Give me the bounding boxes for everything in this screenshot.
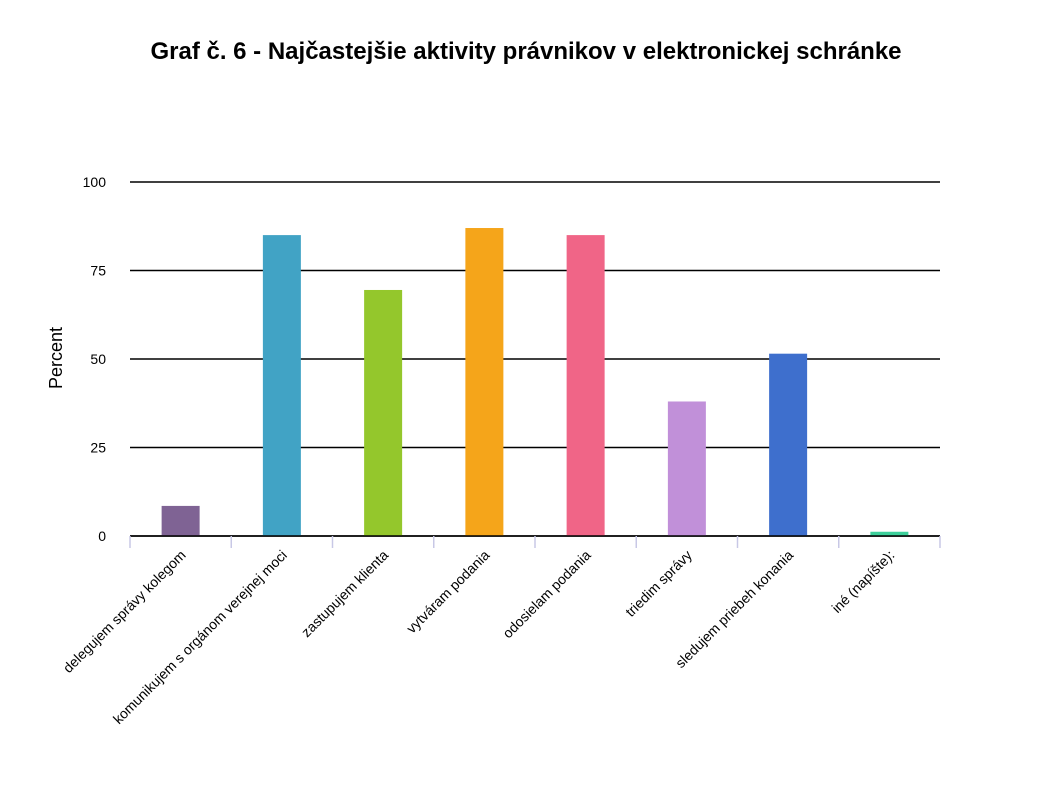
y-tick-label: 100 — [83, 174, 107, 190]
x-tick-label: zastupujem klienta — [298, 547, 391, 640]
y-tick-label: 0 — [98, 528, 106, 544]
bars — [161, 228, 909, 536]
chart-title: Graf č. 6 - Najčastejšie aktivity právni… — [150, 38, 902, 65]
bar — [566, 235, 605, 536]
x-tick-label: iné (napíšte): — [828, 547, 897, 616]
y-tick-label: 75 — [90, 263, 106, 279]
gridlines — [130, 181, 940, 537]
y-tick-label: 50 — [90, 351, 106, 367]
bar — [465, 228, 504, 536]
y-axis-label: Percent — [46, 327, 66, 389]
bar — [161, 505, 200, 536]
x-tick-label: sledujem priebeh konania — [672, 547, 796, 671]
y-tick-label: 25 — [90, 440, 106, 456]
bar — [769, 353, 808, 536]
bar — [262, 235, 301, 536]
x-tick-label: triedim správy — [622, 547, 695, 620]
bar — [870, 531, 909, 536]
bar — [667, 401, 706, 536]
x-tick-label: komunikujem s orgánom verejnej moci — [110, 547, 290, 727]
x-tick-label: odosielam podania — [499, 547, 594, 642]
bar — [364, 289, 403, 536]
x-tick-label: vytváram podania — [403, 547, 493, 637]
